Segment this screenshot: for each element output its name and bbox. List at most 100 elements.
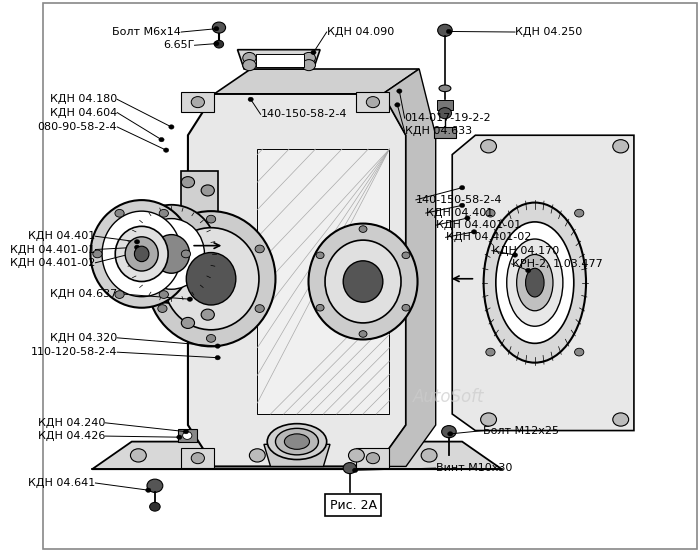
Circle shape <box>465 216 470 220</box>
Text: AutoSoft: AutoSoft <box>413 389 484 406</box>
Circle shape <box>191 97 204 108</box>
Circle shape <box>201 185 214 196</box>
Ellipse shape <box>309 224 417 339</box>
Ellipse shape <box>139 219 204 289</box>
Circle shape <box>191 453 204 464</box>
Text: Болт М12х25: Болт М12х25 <box>483 426 559 436</box>
Text: КРН-2, 1.03.477: КРН-2, 1.03.477 <box>512 259 603 269</box>
Text: 140-150-58-2-4: 140-150-58-2-4 <box>260 109 347 119</box>
Ellipse shape <box>90 200 193 307</box>
Text: 140-150-58-2-4: 140-150-58-2-4 <box>416 195 503 205</box>
Polygon shape <box>188 94 406 466</box>
Circle shape <box>115 291 124 299</box>
Circle shape <box>212 22 225 33</box>
Text: КДН 04.170: КДН 04.170 <box>492 246 559 256</box>
Ellipse shape <box>484 203 586 363</box>
Circle shape <box>481 413 496 426</box>
Bar <box>178 429 197 442</box>
Ellipse shape <box>163 227 259 330</box>
Circle shape <box>188 297 193 301</box>
Ellipse shape <box>186 252 236 305</box>
Circle shape <box>243 60 256 71</box>
Ellipse shape <box>146 211 276 347</box>
Circle shape <box>215 344 220 348</box>
Ellipse shape <box>343 261 383 302</box>
Circle shape <box>255 245 265 253</box>
Circle shape <box>214 26 219 31</box>
Circle shape <box>302 52 316 63</box>
Ellipse shape <box>125 237 158 271</box>
Ellipse shape <box>526 268 544 297</box>
Circle shape <box>421 449 437 462</box>
Circle shape <box>159 291 169 299</box>
Circle shape <box>130 449 146 462</box>
Circle shape <box>397 89 402 93</box>
Text: КДН 04.320: КДН 04.320 <box>50 333 117 343</box>
Bar <box>437 100 453 110</box>
Bar <box>181 92 214 112</box>
Circle shape <box>349 449 364 462</box>
Text: КДН 04.240: КДН 04.240 <box>38 418 105 428</box>
Circle shape <box>486 348 495 356</box>
Circle shape <box>481 140 496 153</box>
Ellipse shape <box>276 428 318 455</box>
Bar <box>356 92 389 112</box>
Text: КДН 04.641: КДН 04.641 <box>28 478 95 488</box>
Circle shape <box>146 488 151 492</box>
Circle shape <box>459 185 465 190</box>
Circle shape <box>471 230 477 234</box>
Circle shape <box>181 317 195 328</box>
Circle shape <box>353 468 358 473</box>
Text: КДН 04.401-01: КДН 04.401-01 <box>435 220 521 230</box>
Circle shape <box>447 432 453 436</box>
Circle shape <box>158 245 167 253</box>
Circle shape <box>159 209 169 217</box>
Circle shape <box>169 125 174 129</box>
Circle shape <box>302 60 316 71</box>
Text: КДН 04.604: КДН 04.604 <box>50 108 117 118</box>
Circle shape <box>359 331 367 337</box>
Text: 6.65Г: 6.65Г <box>163 40 195 50</box>
FancyBboxPatch shape <box>43 3 696 549</box>
Polygon shape <box>181 171 218 337</box>
Circle shape <box>249 449 265 462</box>
Circle shape <box>447 29 452 34</box>
Text: КДН 04.401-02: КДН 04.401-02 <box>446 232 531 242</box>
Circle shape <box>243 52 256 63</box>
Text: КДН 04.426: КДН 04.426 <box>38 431 105 441</box>
Text: КДН 04.401: КДН 04.401 <box>426 208 493 218</box>
Circle shape <box>311 50 316 55</box>
Circle shape <box>575 348 584 356</box>
Circle shape <box>359 226 367 232</box>
Text: Рис. 2А: Рис. 2А <box>330 498 377 512</box>
Circle shape <box>316 252 324 259</box>
Circle shape <box>147 479 163 492</box>
Circle shape <box>134 240 140 244</box>
Polygon shape <box>214 69 419 94</box>
Circle shape <box>206 335 216 342</box>
Circle shape <box>442 426 456 438</box>
Text: Винт М10х30: Винт М10х30 <box>435 463 512 473</box>
Circle shape <box>214 41 219 46</box>
Text: КДН 04.250: КДН 04.250 <box>515 27 582 37</box>
Polygon shape <box>452 135 634 431</box>
Text: КДН 04.633: КДН 04.633 <box>405 126 472 136</box>
Circle shape <box>158 305 167 312</box>
Text: КДН 04.090: КДН 04.090 <box>327 27 394 37</box>
Bar <box>256 54 304 67</box>
Circle shape <box>215 355 220 360</box>
Circle shape <box>183 429 188 434</box>
Circle shape <box>366 97 379 108</box>
Circle shape <box>343 463 356 474</box>
Ellipse shape <box>153 235 190 273</box>
Circle shape <box>183 432 192 439</box>
Circle shape <box>93 250 102 258</box>
Text: КДН 04.401: КДН 04.401 <box>28 231 95 241</box>
Ellipse shape <box>325 240 401 323</box>
Circle shape <box>181 250 190 258</box>
Ellipse shape <box>102 211 181 296</box>
Text: КДН 04.401-01: КДН 04.401-01 <box>10 245 95 254</box>
Circle shape <box>575 209 584 217</box>
Ellipse shape <box>134 246 149 262</box>
Circle shape <box>526 268 531 273</box>
